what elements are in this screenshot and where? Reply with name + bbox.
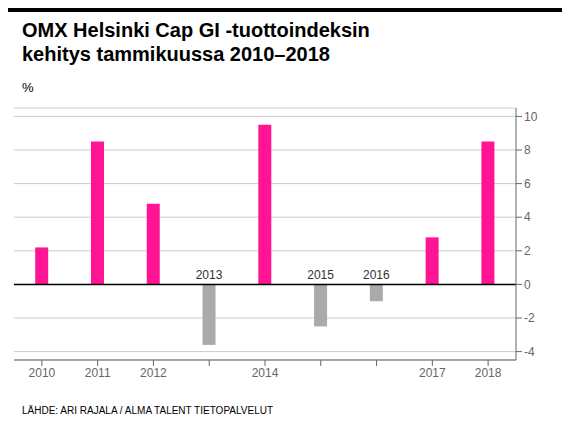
svg-text:0: 0: [524, 278, 531, 292]
svg-text:2013: 2013: [196, 268, 223, 282]
html-text:kehitys tammikuussa 2010–2018: kehitys tammikuussa 2010–2018: [22, 43, 330, 65]
svg-text:4: 4: [524, 210, 531, 224]
svg-text:2018: 2018: [475, 366, 502, 380]
svg-text:2010: 2010: [29, 366, 56, 380]
svg-text:2012: 2012: [140, 366, 167, 380]
svg-text:-4: -4: [524, 345, 535, 359]
svg-text:2016: 2016: [363, 268, 390, 282]
html-text:OMX Helsinki Cap GI -tuottoind: OMX Helsinki Cap GI -tuottoindeksin: [22, 19, 370, 41]
svg-text:8: 8: [524, 143, 531, 157]
html-text:LÄHDE: ARI RAJALA / ALMA TALEN: LÄHDE: ARI RAJALA / ALMA TALENT TIETOPAL…: [22, 405, 273, 416]
svg-text:6: 6: [524, 177, 531, 191]
svg-text:-2: -2: [524, 311, 535, 325]
svg-text:10: 10: [524, 110, 538, 124]
svg-text:2: 2: [524, 244, 531, 258]
svg-text:2014: 2014: [252, 366, 279, 380]
svg-text:2017: 2017: [419, 366, 446, 380]
svg-text:2011: 2011: [85, 366, 111, 380]
svg-text:2015: 2015: [307, 268, 334, 282]
